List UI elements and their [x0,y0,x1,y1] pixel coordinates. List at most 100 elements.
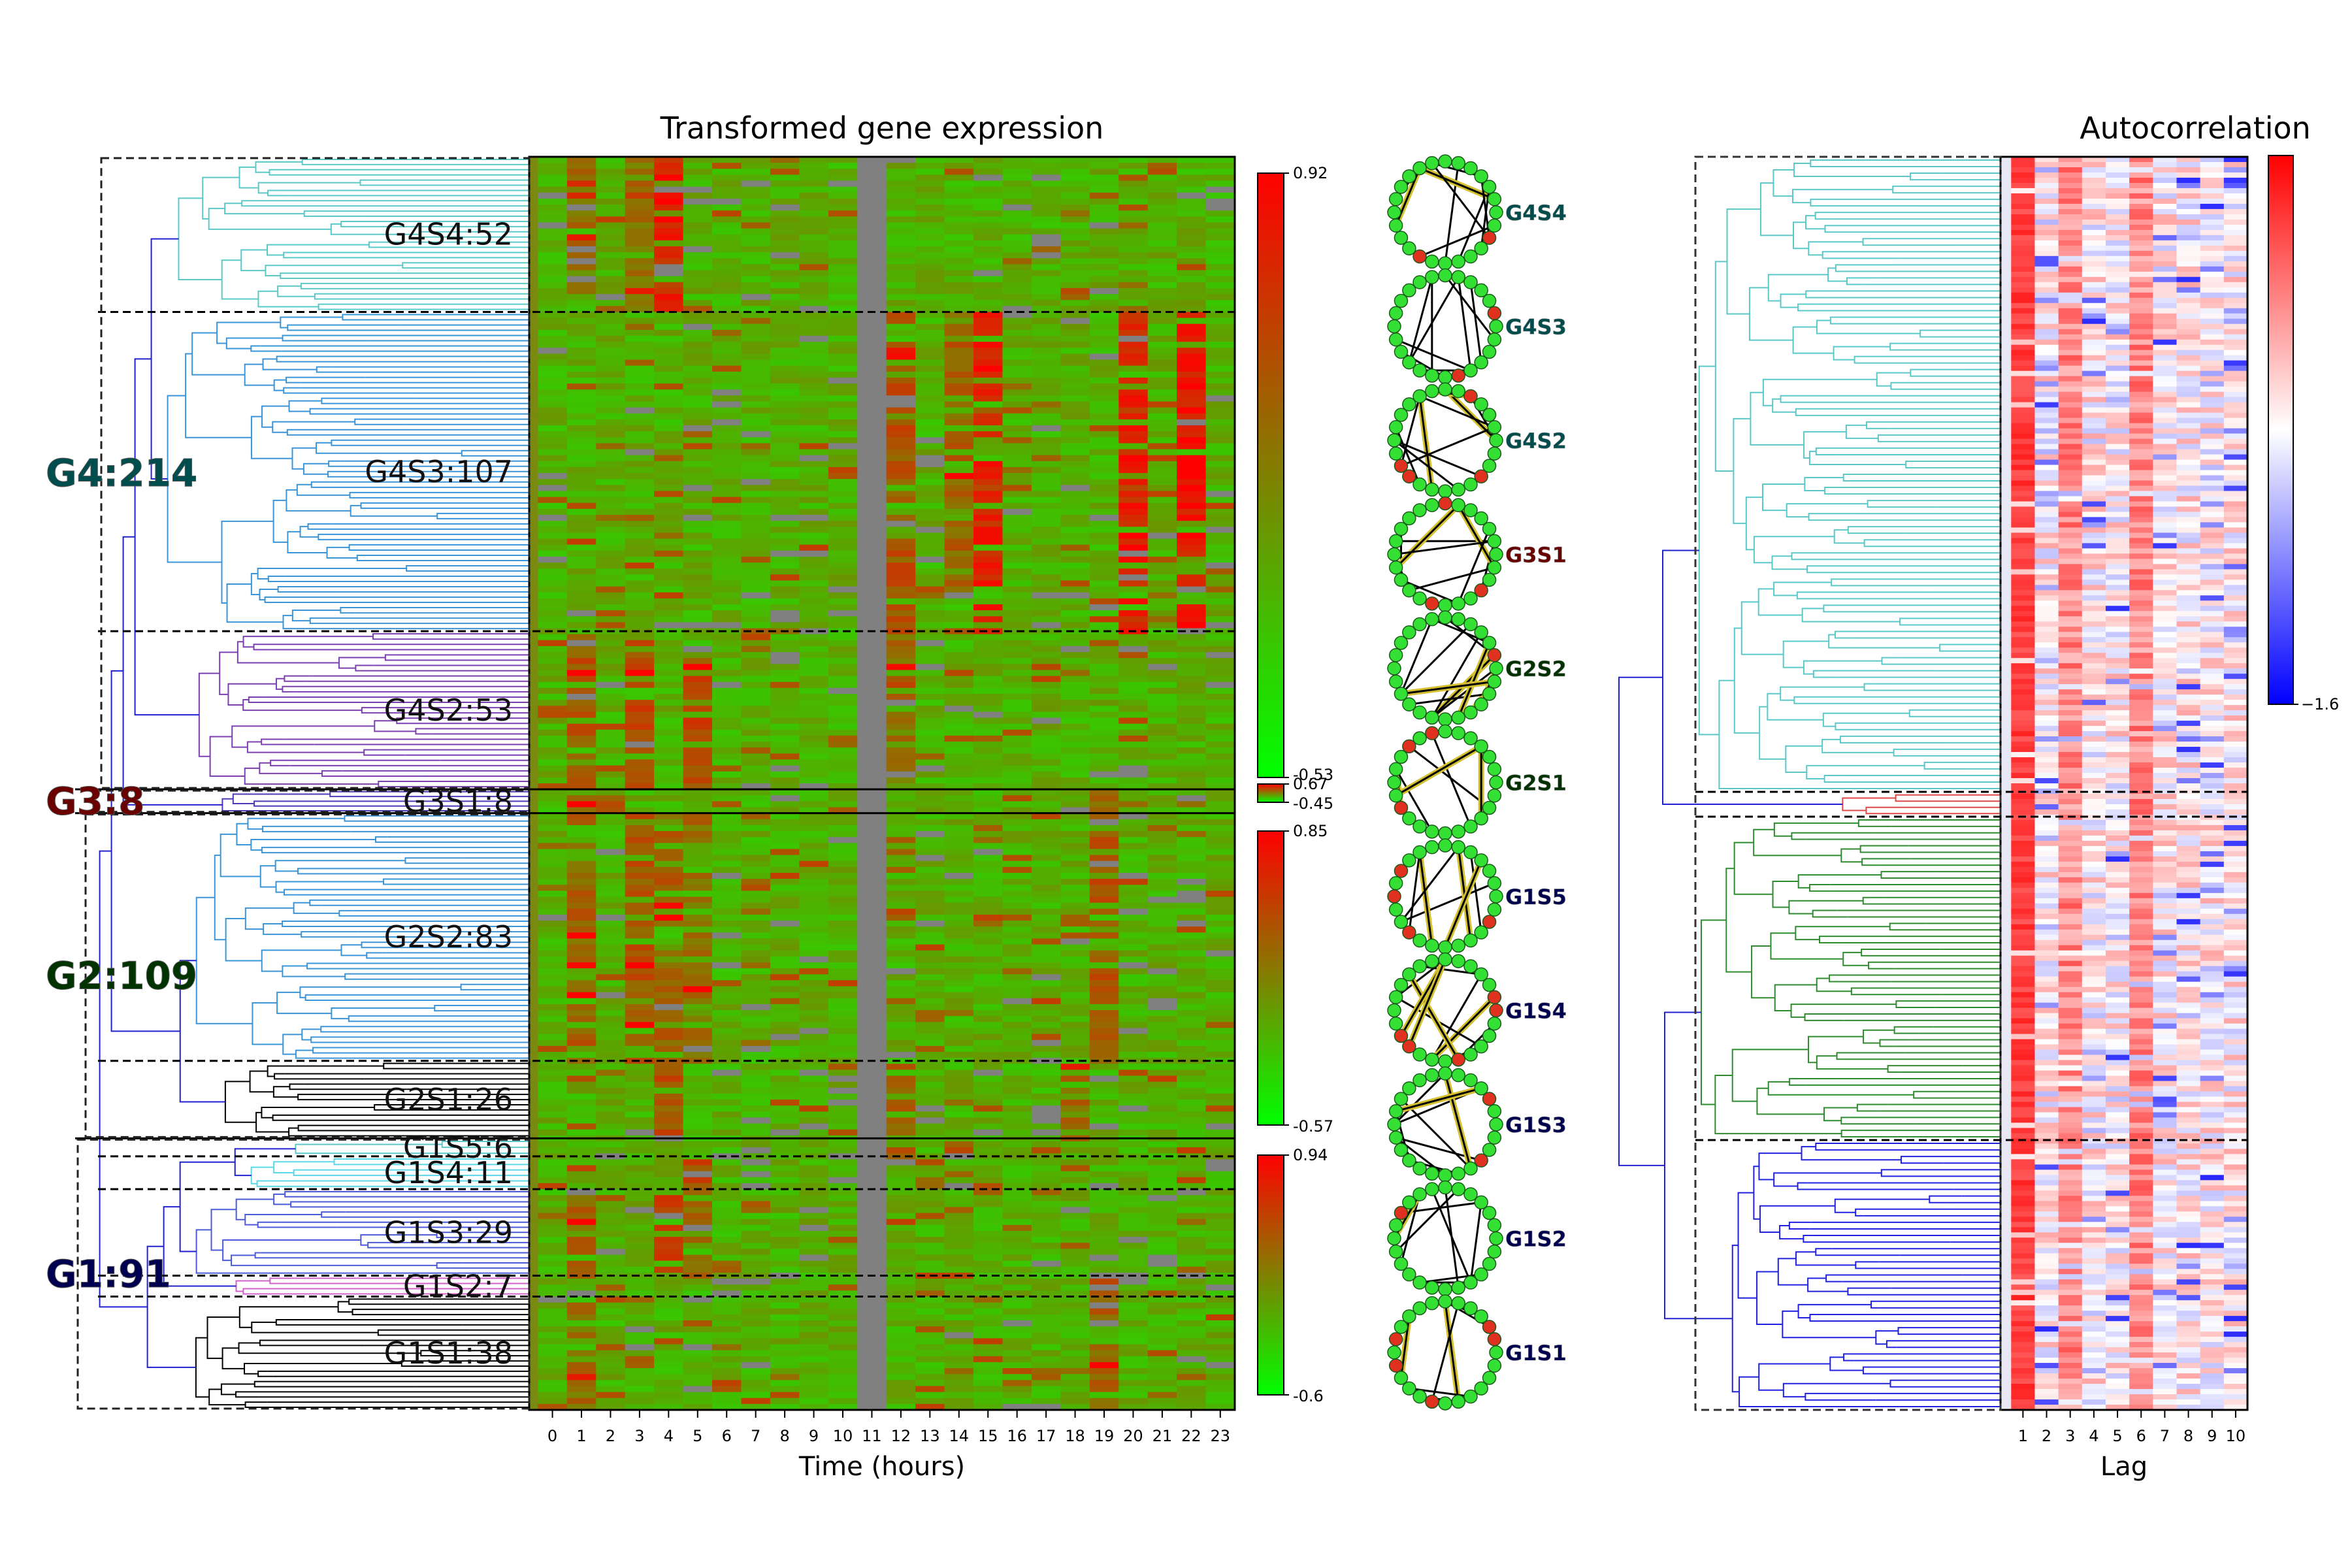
expression-cell [654,783,684,790]
expression-cell [857,287,887,295]
expression-cell [1089,944,1119,951]
expression-cell [828,926,858,933]
expression-cell [799,795,829,802]
expression-cell [566,246,596,253]
expression-cell [915,1207,945,1214]
dendrogram-link [363,749,406,756]
expression-cell [1119,515,1149,521]
expression-cell [625,1034,655,1041]
expression-cell [1060,544,1090,551]
expression-cell [1002,431,1032,438]
expression-cell [741,694,771,700]
expression-cell [1205,902,1235,909]
expression-cell [712,359,742,367]
expression-cell [886,652,916,659]
expression-cell [828,180,858,188]
expression-cell [596,873,626,879]
expression-cell [654,1165,684,1172]
expression-cell [915,497,945,504]
expression-cell [828,860,858,868]
expression-cell [944,1093,974,1100]
expression-cell [741,491,771,498]
expression-cell [799,1070,829,1077]
expression-cell [770,789,800,796]
expression-cell [1002,466,1032,474]
expression-cell [799,658,829,664]
expression-cell [944,473,974,480]
expression-cell [973,932,1003,939]
expression-cell [1119,711,1149,719]
expression-cell [1205,735,1235,742]
expression-cell [828,491,858,498]
expression-cell [1205,843,1235,849]
expression-cell [625,735,655,742]
expression-cell [712,466,742,474]
dendrogram-link [299,525,319,538]
expression-cell [529,789,538,796]
expression-cell [596,300,626,306]
expression-cell [886,580,916,587]
expression-cell [1089,1100,1119,1106]
expression-cell [1119,926,1149,933]
expression-cell [625,521,655,527]
expression-cell [915,783,945,790]
expression-cell [973,568,1003,575]
expression-cell [857,246,887,253]
expression-cell [1205,485,1235,491]
expression-cell [770,723,800,730]
expression-cell [1089,998,1119,1005]
expression-cell [625,759,655,766]
expression-cell [915,228,945,235]
expression-cell [915,515,945,521]
expression-cell [857,479,887,485]
expression-cell [973,1100,1003,1106]
expression-cell [596,1105,626,1112]
expression-cell [973,342,1003,348]
expression-cell [538,610,568,617]
expression-cell [770,921,800,927]
expression-cell [1060,962,1090,969]
expression-cell [944,980,974,987]
expression-cell [944,610,974,617]
expression-cell [566,986,596,993]
expression-cell [1147,466,1177,474]
expression-cell [1177,353,1207,361]
expression-cell [1205,1075,1235,1083]
expression-cell [529,592,538,599]
expression-cell [538,508,568,515]
expression-cell [1147,819,1177,826]
dendrogram-link [270,759,440,766]
expression-cell [566,323,596,331]
expression-cell [915,1231,945,1237]
expression-cell [1060,771,1090,778]
expression-cell [529,174,538,182]
expression-cell [1177,1093,1207,1100]
expression-cell [683,664,713,670]
expression-cell [915,538,945,546]
expression-cell [857,1034,887,1041]
expression-cell [538,1177,568,1184]
expression-cell [712,252,742,259]
expression-cell [683,801,713,808]
expression-cell [944,652,974,659]
expression-cell [741,706,771,712]
expression-cell [886,640,916,647]
expression-cell [538,1171,568,1178]
expression-cell [886,276,916,283]
expression-cell [654,711,684,719]
expression-cell [944,413,974,420]
expression-cell [538,980,568,987]
expression-cell [741,556,771,563]
expression-cell [944,926,974,933]
expression-cell [770,711,800,719]
expression-cell [1089,1123,1119,1130]
expression-cell [1002,640,1032,647]
expression-cell [1089,485,1119,491]
expression-cell [799,592,829,599]
expression-cell [712,1231,742,1237]
expression-cell [1031,1123,1061,1130]
expression-cell [1205,634,1235,641]
expression-cell [596,586,626,593]
expression-cell [944,568,974,575]
expression-cell [625,502,655,510]
